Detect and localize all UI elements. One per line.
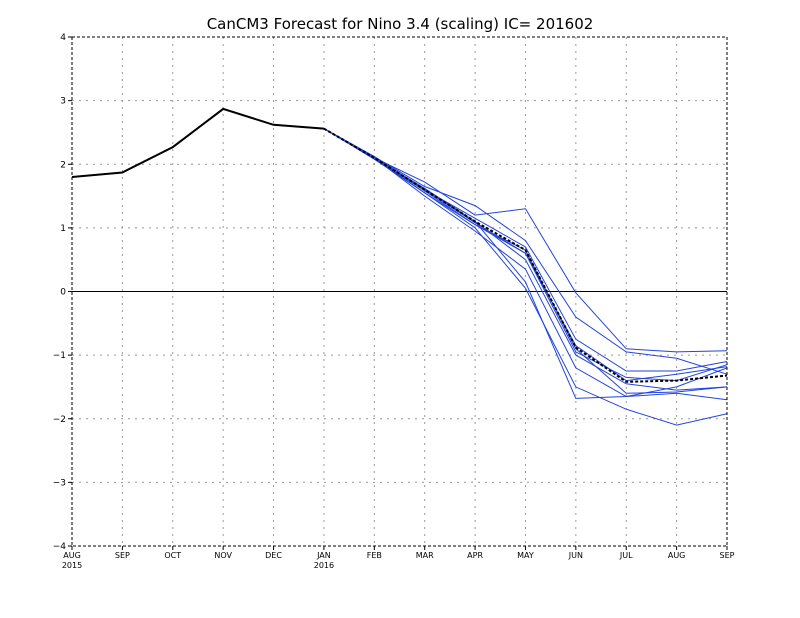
y-tick-label: 2 bbox=[60, 160, 66, 170]
ensemble-member-line bbox=[323, 128, 728, 353]
y-tick-label: −3 bbox=[53, 478, 66, 488]
y-tick-label: 1 bbox=[60, 224, 66, 234]
ensemble-member-line bbox=[323, 128, 728, 382]
ensemble-member-line bbox=[323, 128, 728, 375]
plot-frame bbox=[71, 36, 728, 547]
ensemble-members bbox=[323, 128, 728, 426]
x-tick-label: APR bbox=[467, 551, 483, 560]
x-tick-label: NOV bbox=[214, 551, 232, 560]
x-tick-label: FEB bbox=[367, 551, 382, 560]
x-tick-label: SEP bbox=[720, 551, 735, 560]
x-tick-label: JUN bbox=[568, 551, 583, 560]
grid-lines bbox=[72, 37, 727, 546]
observed-series bbox=[71, 107, 324, 178]
y-tick-label: 4 bbox=[60, 33, 66, 43]
y-tick-label: −4 bbox=[53, 542, 67, 552]
ensemble-member-line bbox=[323, 128, 728, 401]
observed-line bbox=[71, 107, 324, 178]
x-tick-label: OCT bbox=[164, 551, 181, 560]
x-year-label: 2015 bbox=[62, 561, 82, 570]
x-tick-label: JUL bbox=[619, 551, 633, 560]
ensemble-mean-series bbox=[323, 127, 728, 383]
y-tick-label: 3 bbox=[60, 97, 66, 107]
ensemble-mean-line bbox=[323, 127, 728, 383]
y-tick-label: −1 bbox=[53, 351, 66, 361]
y-tick-label: −2 bbox=[53, 415, 66, 425]
x-tick-label: SEP bbox=[115, 551, 130, 560]
y-axis-ticks: 4 3 2 1 0 −1 −2 −3 −4 bbox=[53, 33, 72, 552]
x-tick-label: MAR bbox=[416, 551, 434, 560]
x-year-label: 2016 bbox=[314, 561, 334, 570]
x-tick-label: AUG bbox=[63, 551, 81, 560]
x-tick-label: AUG bbox=[668, 551, 686, 560]
x-tick-label: JAN bbox=[316, 551, 331, 560]
x-tick-label: DEC bbox=[265, 551, 282, 560]
ensemble-member-line bbox=[323, 128, 728, 426]
x-tick-label: MAY bbox=[517, 551, 534, 560]
chart-title: CanCM3 Forecast for Nino 3.4 (scaling) I… bbox=[207, 15, 594, 33]
ensemble-member-line bbox=[323, 128, 728, 399]
y-tick-label: 0 bbox=[60, 288, 66, 298]
